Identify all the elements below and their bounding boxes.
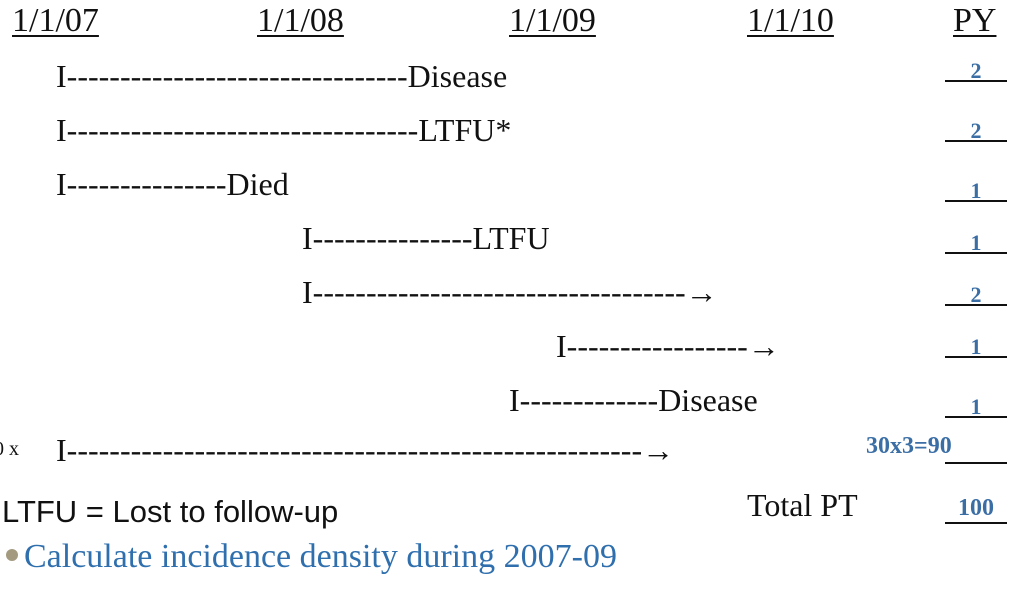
py-value: 1	[945, 336, 1007, 358]
date-header-2007: 1/1/07	[12, 2, 99, 39]
total-label: Total PT	[747, 487, 858, 523]
calc-label: 30x3=90	[866, 433, 952, 460]
bullet-text: Calculate incidence density during 2007-…	[24, 538, 617, 575]
date-header-2010: 1/1/10	[747, 2, 834, 39]
timeline-row: I--------------------------------Disease	[56, 58, 508, 94]
bullet-dot-icon	[6, 549, 18, 562]
timeline-row: I---------------------------------LTFU*	[56, 112, 512, 148]
timeline-row: I---------------------------------------…	[56, 432, 675, 468]
timeline-row: I-------------Disease	[509, 382, 758, 418]
calc-underline	[945, 462, 1007, 464]
py-value: 2	[945, 60, 1007, 82]
date-header-2008: 1/1/08	[257, 2, 344, 39]
py-header: PY	[953, 2, 997, 39]
calc-result: 90	[927, 433, 952, 459]
bullet-item: Calculate incidence density during 2007-…	[6, 538, 617, 576]
py-value: 2	[945, 284, 1007, 306]
timeline-row: I---------------LTFU	[302, 220, 550, 256]
timeline-row: I-----------------→	[556, 328, 780, 364]
py-value: 1	[945, 180, 1007, 202]
date-header-2009: 1/1/09	[509, 2, 596, 39]
total-value: 100	[945, 496, 1007, 524]
calc-expression: 30x3=	[866, 433, 928, 459]
edge-text: 0 x	[0, 438, 19, 460]
legend-text: LTFU = Lost to follow-up	[2, 494, 339, 529]
py-value: 1	[945, 396, 1007, 418]
py-value: 2	[945, 120, 1007, 142]
timeline-row: I---------------Died	[56, 166, 289, 202]
py-value: 1	[945, 232, 1007, 254]
timeline-row: I-----------------------------------→	[302, 274, 718, 310]
